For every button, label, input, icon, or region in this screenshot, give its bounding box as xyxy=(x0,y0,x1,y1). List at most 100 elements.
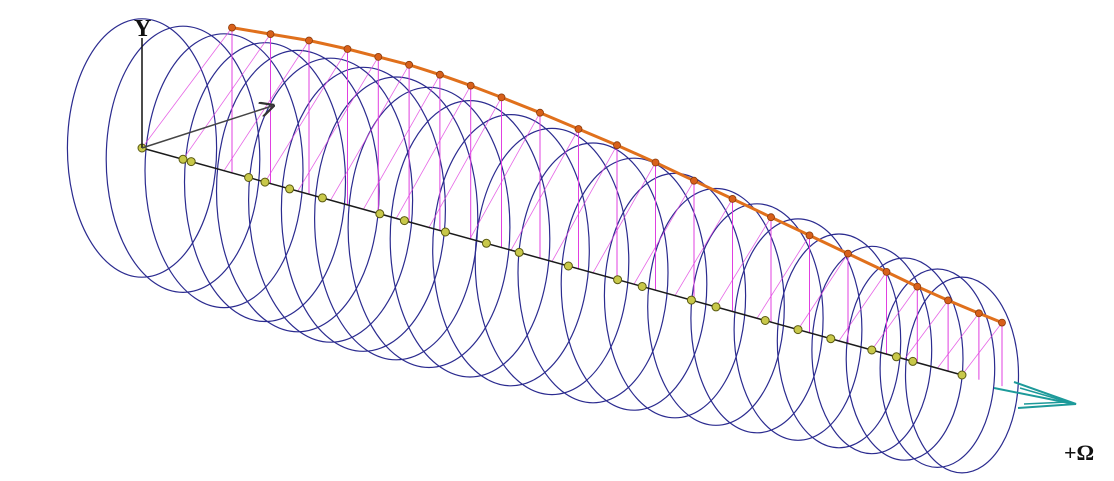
orbit-ellipse-8 xyxy=(347,86,511,369)
connector-diagonal-21 xyxy=(937,313,980,369)
shaft-node-9 xyxy=(440,227,450,237)
orbit-ellipse-3 xyxy=(183,42,347,323)
whirl-node-17 xyxy=(844,249,852,258)
connector-diagonal-18 xyxy=(838,271,887,342)
shaft-node-3 xyxy=(244,173,254,182)
whirl-node-0 xyxy=(228,23,236,32)
whirl-node-21 xyxy=(975,309,983,318)
shaft-node-6 xyxy=(317,193,327,203)
whirl-node-3 xyxy=(343,45,352,53)
shaft-node-19 xyxy=(826,334,836,344)
shaft-node-22 xyxy=(908,356,918,366)
whirl-node-2 xyxy=(305,36,313,45)
connector-diagonal-10 xyxy=(510,128,579,251)
connector-diagonal-16 xyxy=(756,235,810,319)
connector-diagonal-9 xyxy=(469,112,541,239)
whirl-node-4 xyxy=(374,53,383,61)
orbit-ellipse-18 xyxy=(776,233,902,449)
shaft-line xyxy=(141,147,963,376)
connector-diagonal-22 xyxy=(961,322,1003,376)
rotor-shaft-axis xyxy=(137,143,967,380)
orbit-ellipse-10 xyxy=(432,113,590,387)
connector-diagonal-20 xyxy=(904,300,949,360)
connector-diagonal-0 xyxy=(141,27,233,149)
orbit-ellipse-14 xyxy=(603,172,747,419)
connector-diagonal-1 xyxy=(182,33,271,160)
whirl-node-6 xyxy=(435,70,444,79)
whirl-node-8 xyxy=(497,93,506,102)
orbit-ellipse-15 xyxy=(647,187,785,426)
shaft-node-20 xyxy=(867,345,877,355)
shaft-node-5 xyxy=(285,184,295,194)
deflection-connectors xyxy=(141,27,1003,387)
connector-diagonal-2 xyxy=(223,40,310,171)
connector-diagonal-6 xyxy=(363,74,441,210)
orbit-ellipse-7 xyxy=(314,76,479,361)
orbit-ellipse-0 xyxy=(66,18,218,278)
shaft-node-13 xyxy=(613,275,623,285)
whirl-node-19 xyxy=(913,282,922,291)
shaft-node-17 xyxy=(760,316,770,325)
connector-diagonal-8 xyxy=(428,97,502,228)
connector-diagonal-19 xyxy=(871,286,918,351)
orbit-ellipse-19 xyxy=(811,245,933,455)
whirl-node-15 xyxy=(767,213,775,222)
shaft-node-21 xyxy=(891,352,901,362)
connector-diagonal-3 xyxy=(264,48,348,183)
whirl-node-22 xyxy=(998,318,1006,327)
orbit-ellipse-21 xyxy=(879,268,996,468)
whirl-node-9 xyxy=(536,108,544,117)
orbit-ellipse-4 xyxy=(215,49,380,333)
orbit-ellipse-2 xyxy=(144,33,304,309)
shaft-node-4 xyxy=(260,177,270,187)
orbit-ellipse-12 xyxy=(517,142,669,404)
shaft-node-23 xyxy=(957,370,967,380)
reference-vector xyxy=(141,106,272,149)
connector-diagonal-12 xyxy=(592,162,656,274)
orbit-ellipse-9 xyxy=(389,100,551,378)
y-axis-label: Y xyxy=(134,16,151,42)
connector-diagonal-15 xyxy=(715,216,772,308)
whirl-deflection-curve xyxy=(228,23,1006,327)
orbit-ellipse-6 xyxy=(280,66,446,352)
shaft-node-7 xyxy=(375,209,385,219)
whirl-node-10 xyxy=(574,125,583,133)
whirl-node-20 xyxy=(944,296,952,305)
orbit-ellipse-5 xyxy=(248,57,414,343)
shaft-node-16 xyxy=(711,302,721,312)
shaft-node-18 xyxy=(793,325,803,335)
orbit-ellipse-11 xyxy=(474,127,630,396)
orbit-ellipses xyxy=(66,18,1020,474)
whirl-node-5 xyxy=(405,60,414,69)
whirl-node-1 xyxy=(266,30,275,38)
whirl-node-14 xyxy=(728,194,737,203)
spin-direction-arrow-icon xyxy=(993,381,1077,409)
orbit-ellipse-22 xyxy=(904,276,1020,474)
connector-diagonal-4 xyxy=(297,56,379,192)
connector-diagonal-13 xyxy=(633,180,695,285)
whirl-node-16 xyxy=(805,231,814,240)
connector-diagonal-7 xyxy=(395,85,472,219)
connector-diagonal-17 xyxy=(797,253,849,330)
orbit-ellipse-1 xyxy=(105,25,261,294)
whirl-node-18 xyxy=(882,267,891,276)
connector-diagonal-5 xyxy=(330,64,410,201)
shaft-node-11 xyxy=(514,247,524,257)
shaft-node-8 xyxy=(399,216,409,226)
whirl-node-12 xyxy=(651,158,660,167)
connector-diagonal-11 xyxy=(551,145,618,262)
shaft-node-14 xyxy=(637,282,647,291)
whirl-node-13 xyxy=(690,176,698,185)
shaft-node-15 xyxy=(686,295,696,305)
orbit-ellipse-16 xyxy=(690,203,824,434)
spin-axis-label: +Ω xyxy=(1064,440,1094,465)
whirl-node-7 xyxy=(466,81,475,90)
whirl-node-11 xyxy=(613,141,621,150)
shaft-node-1 xyxy=(178,154,188,164)
shaft-node-10 xyxy=(481,238,491,248)
orbit-ellipse-20 xyxy=(845,257,964,461)
orbit-ellipse-17 xyxy=(733,218,863,441)
shaft-node-12 xyxy=(563,261,573,271)
orbit-ellipse-13 xyxy=(560,157,708,411)
